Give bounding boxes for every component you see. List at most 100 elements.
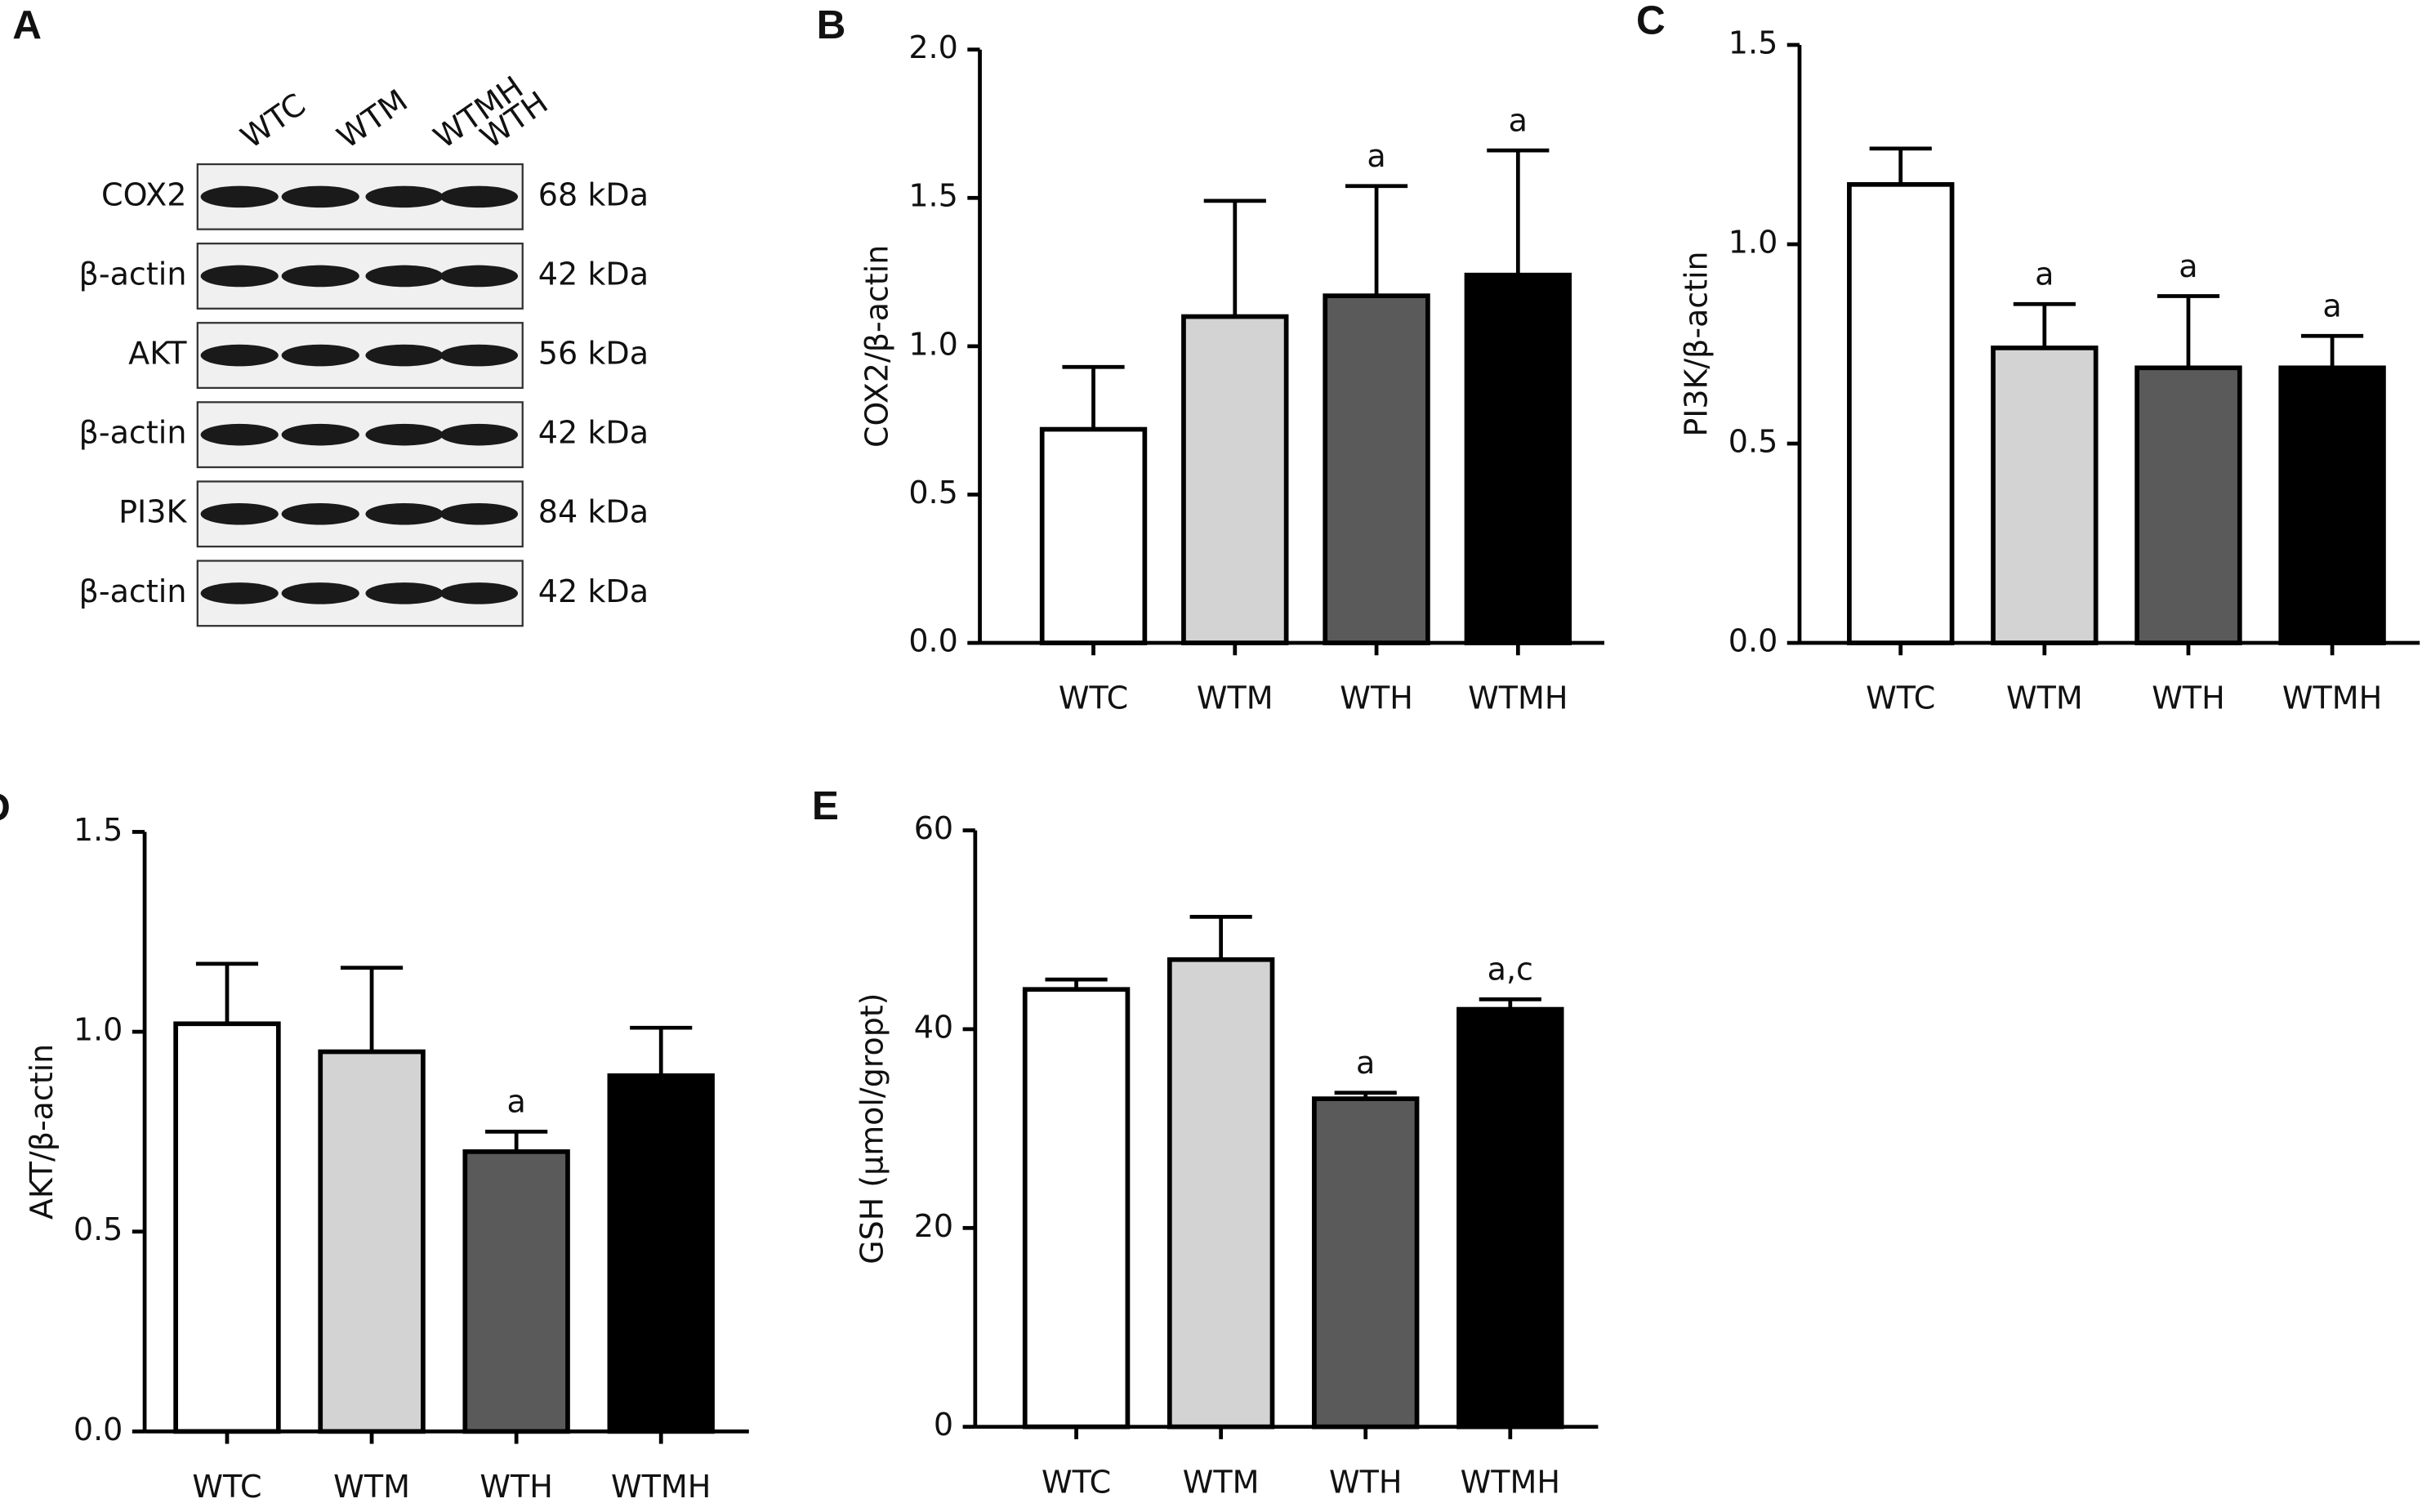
bar bbox=[318, 1049, 426, 1434]
y-tick-label: 1.5 bbox=[74, 812, 123, 848]
bar bbox=[462, 1149, 570, 1434]
y-tick-label: 1.5 bbox=[1728, 25, 1778, 61]
band bbox=[439, 502, 519, 525]
band bbox=[365, 423, 444, 446]
bar bbox=[1323, 293, 1430, 645]
bar bbox=[1181, 314, 1289, 645]
band bbox=[281, 582, 359, 604]
bar bbox=[2278, 365, 2386, 645]
x-tick-label: WTM bbox=[333, 1469, 410, 1505]
bar bbox=[607, 1073, 715, 1434]
band bbox=[365, 502, 444, 525]
bar bbox=[1312, 1096, 1420, 1429]
bar bbox=[1166, 957, 1275, 1429]
y-tick-label: 2.0 bbox=[908, 29, 958, 65]
band bbox=[281, 265, 359, 288]
band bbox=[200, 582, 279, 604]
significance-label: a bbox=[1509, 103, 1528, 139]
band bbox=[200, 265, 279, 288]
y-axis-label: AKT/β-actin bbox=[24, 1044, 60, 1220]
band bbox=[439, 344, 519, 367]
lane-label: WTC bbox=[234, 87, 312, 156]
x-tick-label: WTC bbox=[1866, 680, 1935, 716]
protein-label: COX2 bbox=[101, 176, 186, 212]
bar bbox=[173, 1021, 281, 1434]
bar bbox=[1991, 346, 2099, 645]
band bbox=[365, 265, 444, 288]
size-label: 84 kDa bbox=[538, 494, 649, 530]
lane-label: WTM bbox=[331, 83, 414, 156]
y-tick-label: 1.0 bbox=[1728, 225, 1778, 261]
x-tick-label: WTM bbox=[1183, 1464, 1260, 1500]
size-label: 42 kDa bbox=[538, 256, 649, 292]
band bbox=[281, 344, 359, 367]
band bbox=[200, 502, 279, 525]
y-tick-label: 1.5 bbox=[908, 178, 958, 214]
protein-label: PI3K bbox=[118, 494, 187, 530]
bar bbox=[1039, 426, 1148, 645]
band bbox=[365, 185, 444, 208]
y-tick-label: 0.5 bbox=[1728, 424, 1778, 460]
y-tick-label: 0.0 bbox=[908, 623, 958, 659]
size-label: 56 kDa bbox=[538, 336, 649, 372]
significance-label: a bbox=[506, 1084, 525, 1120]
band bbox=[281, 185, 359, 208]
band bbox=[200, 423, 279, 446]
y-axis-label: PI3K/β-actin bbox=[1679, 251, 1715, 436]
size-label: 42 kDa bbox=[538, 573, 649, 609]
band bbox=[200, 344, 279, 367]
x-tick-label: WTC bbox=[1042, 1464, 1111, 1500]
panel-label: C bbox=[1636, 0, 1666, 42]
bar bbox=[1456, 1006, 1564, 1429]
x-tick-label: WTM bbox=[2006, 680, 2083, 716]
y-tick-label: 60 bbox=[914, 810, 953, 846]
bar bbox=[1464, 272, 1572, 645]
protein-label: AKT bbox=[128, 336, 187, 372]
panel-label: B bbox=[817, 2, 846, 47]
y-tick-label: 0.0 bbox=[74, 1412, 123, 1447]
band bbox=[281, 423, 359, 446]
panel-label: D bbox=[0, 785, 11, 830]
x-tick-label: WTMH bbox=[2282, 680, 2382, 716]
significance-label: a bbox=[1356, 1045, 1375, 1081]
x-tick-label: WTH bbox=[480, 1469, 553, 1505]
x-tick-label: WTMH bbox=[611, 1469, 711, 1505]
protein-label: β-actin bbox=[79, 256, 187, 292]
band bbox=[200, 185, 279, 208]
x-tick-label: WTMH bbox=[1461, 1464, 1560, 1500]
protein-label: β-actin bbox=[79, 415, 187, 451]
x-tick-label: WTM bbox=[1197, 680, 1273, 716]
bar bbox=[2134, 365, 2242, 645]
significance-label: a,c bbox=[1488, 952, 1533, 988]
y-axis-label: COX2/β-actin bbox=[859, 245, 894, 448]
y-tick-label: 1.0 bbox=[74, 1012, 123, 1048]
x-tick-label: WTH bbox=[1340, 680, 1413, 716]
x-tick-label: WTC bbox=[1059, 680, 1128, 716]
y-tick-label: 1.0 bbox=[908, 326, 958, 362]
y-tick-label: 0.5 bbox=[908, 475, 958, 511]
y-tick-label: 0.0 bbox=[1728, 623, 1778, 659]
y-tick-label: 0.5 bbox=[74, 1211, 123, 1247]
band bbox=[365, 582, 444, 604]
bar bbox=[1847, 181, 1955, 645]
x-tick-label: WTC bbox=[192, 1469, 261, 1505]
band bbox=[365, 344, 444, 367]
significance-label: a bbox=[2179, 248, 2197, 284]
panel-label: A bbox=[12, 2, 42, 47]
band bbox=[439, 265, 519, 288]
panel-label: E bbox=[812, 783, 839, 828]
significance-label: a bbox=[2322, 288, 2341, 324]
size-label: 42 kDa bbox=[538, 415, 649, 451]
band bbox=[439, 185, 519, 208]
band bbox=[281, 502, 359, 525]
band bbox=[439, 582, 519, 604]
y-tick-label: 20 bbox=[914, 1208, 953, 1244]
band bbox=[439, 423, 519, 446]
bar bbox=[1022, 987, 1131, 1429]
y-tick-label: 0 bbox=[934, 1407, 953, 1443]
significance-label: a bbox=[2035, 256, 2054, 292]
y-tick-label: 40 bbox=[914, 1009, 953, 1045]
x-tick-label: WTH bbox=[2152, 680, 2225, 716]
x-tick-label: WTMH bbox=[1468, 680, 1568, 716]
